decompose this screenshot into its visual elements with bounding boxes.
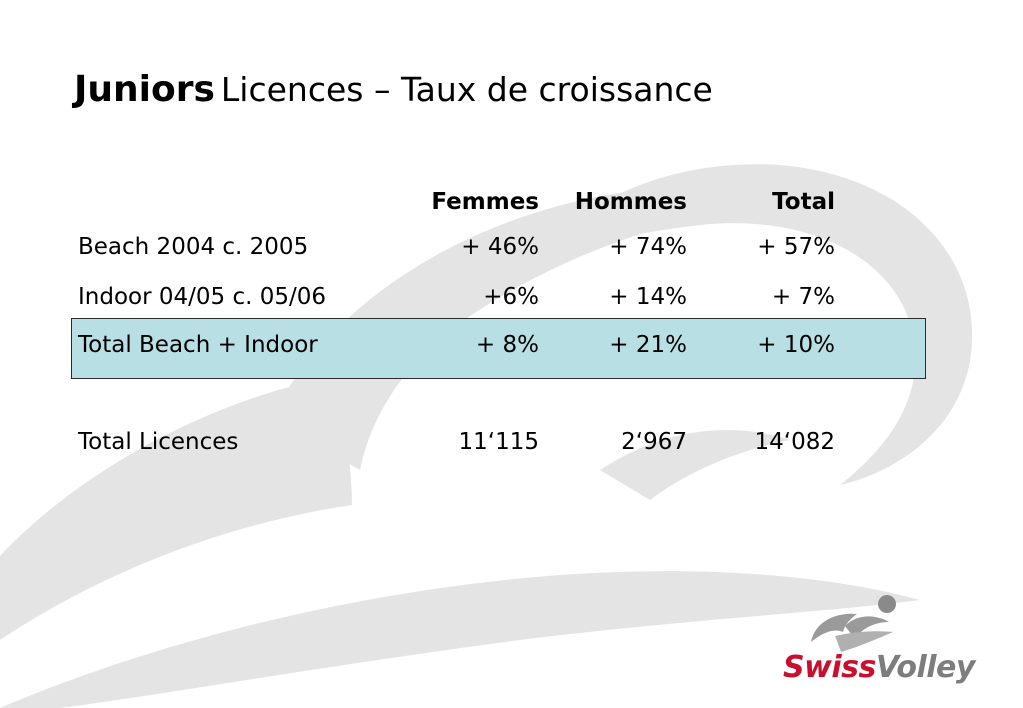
highlight-row-box — [71, 318, 926, 379]
header-total: Total — [772, 189, 835, 215]
title-rest: Licences – Taux de croissance — [220, 70, 713, 109]
page-title: Juniors Licences – Taux de croissance — [74, 66, 713, 114]
cell-femmes: + 8% — [475, 332, 539, 358]
cell-hommes: + 21% — [609, 332, 687, 358]
cell-hommes: + 74% — [609, 234, 687, 260]
header-hommes: Hommes — [574, 189, 687, 215]
logo-wordmark: SwissVolley — [783, 650, 975, 686]
cell-femmes: + 46% — [461, 234, 539, 260]
cell-total: 14‘082 — [754, 429, 835, 455]
title-bold-word: Juniors — [74, 69, 215, 110]
cell-total: + 57% — [757, 234, 835, 260]
row-label: Total Licences — [78, 429, 239, 455]
cell-hommes: + 14% — [609, 284, 687, 310]
logo-swiss-text: Swiss — [783, 650, 876, 685]
logo-volley-text: Volley — [875, 650, 976, 685]
cell-total: + 7% — [771, 284, 835, 310]
header-femmes: Femmes — [431, 189, 539, 215]
row-label: Total Beach + Indoor — [78, 332, 318, 358]
row-label: Beach 2004 c. 2005 — [78, 234, 309, 260]
row-label: Indoor 04/05 c. 05/06 — [78, 284, 327, 310]
swissvolley-logo: SwissVolley — [783, 588, 998, 693]
cell-femmes: +6% — [483, 284, 539, 310]
cell-femmes: 11‘115 — [458, 429, 539, 455]
volleyball-player-icon — [811, 595, 896, 652]
cell-total: + 10% — [757, 332, 835, 358]
cell-hommes: 2‘967 — [621, 429, 687, 455]
